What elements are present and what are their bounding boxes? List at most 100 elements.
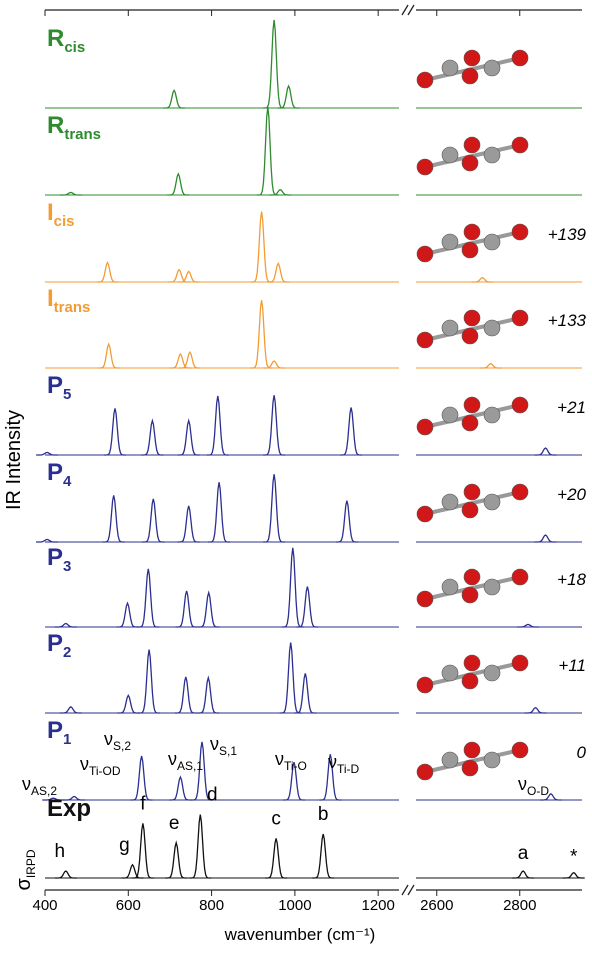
peak-annotation: g	[119, 835, 130, 856]
peak	[340, 408, 362, 456]
atom	[512, 50, 528, 66]
panel-label-sub: 5	[63, 386, 71, 403]
atom	[442, 407, 458, 423]
peak-annotation: a	[518, 843, 529, 864]
mode-sub: AS,1	[177, 759, 203, 773]
atom	[462, 502, 478, 518]
atom	[417, 506, 433, 522]
panel-label: P2	[47, 630, 71, 661]
x-axis-label: wavenumber (cm⁻¹)	[224, 925, 376, 944]
atom	[512, 655, 528, 671]
peak	[60, 707, 82, 713]
panel-label-sub: cis	[54, 213, 75, 230]
peak	[55, 871, 77, 878]
peak	[137, 569, 159, 627]
y-axis-label: IR Intensity	[3, 410, 25, 510]
molecule-illustration	[417, 484, 528, 522]
molecule-illustration	[417, 224, 528, 262]
atom	[464, 137, 480, 153]
mode-symbol: ν	[22, 774, 31, 794]
atom	[484, 234, 500, 250]
panel-label-name: P	[47, 717, 63, 744]
atom	[462, 760, 478, 776]
atom	[464, 50, 480, 66]
x-tick-label: 400	[32, 897, 57, 914]
panel-label-name: P	[47, 372, 63, 399]
atom	[417, 332, 433, 348]
atom	[442, 320, 458, 336]
peak	[535, 535, 557, 542]
mode-symbol: ν	[210, 734, 219, 754]
panel-label-sub: 2	[63, 644, 71, 661]
atom	[464, 397, 480, 413]
peak-annotation: d	[207, 785, 218, 806]
mode-label: νTi-O	[275, 749, 307, 773]
peak	[178, 506, 200, 542]
peak	[207, 396, 229, 455]
atom	[442, 752, 458, 768]
exp-y-label: σIRPD	[13, 849, 38, 890]
atom	[512, 224, 528, 240]
peak	[525, 708, 547, 713]
mode-symbol: ν	[328, 752, 337, 772]
x-tick-label: 800	[199, 897, 224, 914]
atom	[417, 764, 433, 780]
peak	[312, 834, 334, 878]
atom	[417, 419, 433, 435]
atom	[464, 569, 480, 585]
panel-label: Rcis	[47, 25, 85, 56]
mode-label: νS,1	[210, 734, 237, 758]
peak	[175, 677, 197, 713]
molecule-illustration	[417, 50, 528, 88]
atom	[417, 246, 433, 262]
x-tick-label: 2600	[420, 897, 453, 914]
panel-label-name: I	[47, 199, 54, 226]
mode-symbol: ν	[275, 749, 284, 769]
atom	[462, 68, 478, 84]
peak-annotation: f	[140, 793, 146, 814]
mode-sub: O-D	[527, 784, 549, 798]
atom	[484, 494, 500, 510]
atom	[417, 591, 433, 607]
mode-symbol: ν	[168, 749, 177, 769]
peak	[263, 474, 285, 542]
atom	[417, 677, 433, 693]
peak-annotation: *	[570, 847, 578, 868]
molecule-illustration	[417, 655, 528, 693]
peak	[117, 603, 139, 627]
peak-annotation: e	[169, 813, 180, 834]
mode-symbol: ν	[518, 774, 527, 794]
peak	[251, 212, 273, 282]
panel-label-name: P	[47, 544, 63, 571]
panel-label: Rtrans	[47, 112, 101, 143]
peak	[189, 815, 211, 878]
peak	[167, 174, 189, 195]
mode-label: νTi-OD	[80, 754, 121, 778]
peak	[336, 501, 358, 542]
atom	[462, 415, 478, 431]
molecule-illustration	[417, 310, 528, 348]
peak	[122, 865, 144, 878]
atom	[462, 673, 478, 689]
mode-sub: S,1	[219, 744, 237, 758]
peak	[208, 482, 230, 542]
peak	[480, 364, 502, 368]
peak	[176, 591, 198, 627]
peak	[471, 278, 493, 282]
peak	[165, 843, 187, 878]
atom	[464, 655, 480, 671]
panel-label: Itrans	[47, 285, 90, 316]
chart: IR Intensity wavenumber (cm⁻¹) 400600800…	[0, 0, 592, 963]
panel-label-name: I	[47, 285, 54, 312]
atom	[484, 60, 500, 76]
relative-energy: +21	[557, 398, 586, 417]
atom	[512, 310, 528, 326]
panel-label-name: R	[47, 112, 64, 139]
atom	[462, 328, 478, 344]
peak	[117, 695, 139, 713]
panel-label: Exp	[47, 795, 91, 822]
atom	[442, 579, 458, 595]
peak	[138, 650, 160, 713]
atom	[442, 234, 458, 250]
panel-label-sub: trans	[54, 299, 91, 316]
